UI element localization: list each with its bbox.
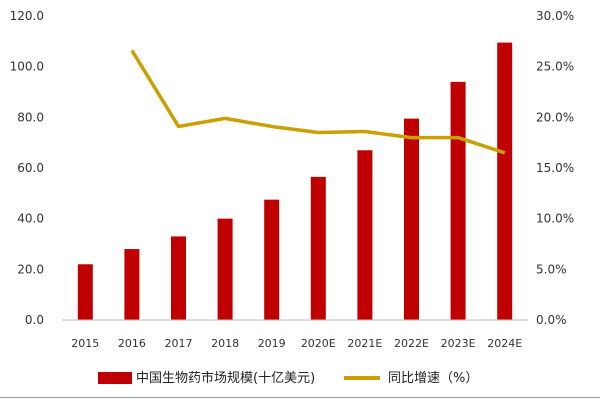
bar-2023E bbox=[450, 81, 466, 320]
x-tick-label-2015: 2015 bbox=[71, 337, 99, 350]
x-tick-label-2020E: 2020E bbox=[301, 337, 336, 350]
x-tick-label-2023E: 2023E bbox=[441, 337, 476, 350]
right-tick-label: 30.0% bbox=[536, 9, 574, 23]
growth-line bbox=[130, 49, 506, 155]
line-layer bbox=[130, 49, 506, 155]
legend-swatch-bar bbox=[98, 372, 132, 384]
x-tick-label-2022E: 2022E bbox=[394, 337, 429, 350]
bar-2019 bbox=[264, 199, 280, 320]
right-axis-ticks: 0.0% 5.0% 10.0% 15.0% 20.0% 25.0% 30.0% bbox=[536, 9, 574, 327]
right-tick-label: 25.0% bbox=[536, 60, 574, 74]
legend: 中国生物药市场规模(十亿美元) 同比增速（%） bbox=[98, 370, 478, 386]
left-tick-label: 120.0 bbox=[10, 9, 44, 23]
x-tick-label-2021E: 2021E bbox=[347, 337, 382, 350]
x-tick-label-2019: 2019 bbox=[258, 337, 286, 350]
bar-2021E bbox=[357, 150, 373, 320]
left-tick-label: 80.0 bbox=[17, 110, 44, 124]
bar-2018 bbox=[217, 218, 233, 320]
bar-2017 bbox=[171, 236, 186, 320]
x-tick-label-2018: 2018 bbox=[211, 337, 239, 350]
bars-layer bbox=[77, 42, 513, 320]
x-tick-label-2016: 2016 bbox=[118, 337, 146, 350]
bar-2024E bbox=[497, 42, 513, 320]
legend-label-line: 同比增速（%） bbox=[388, 371, 478, 386]
left-tick-label: 40.0 bbox=[17, 212, 44, 226]
right-tick-label: 10.0% bbox=[536, 212, 574, 226]
x-tick-label-2017: 2017 bbox=[165, 337, 193, 350]
bar-2016 bbox=[124, 249, 140, 320]
right-tick-label: 20.0% bbox=[536, 110, 574, 124]
left-tick-label: 0.0 bbox=[25, 313, 44, 327]
left-tick-label: 20.0 bbox=[17, 262, 44, 276]
x-tick-label-2024E: 2024E bbox=[487, 337, 522, 350]
bar-2022E bbox=[404, 118, 419, 320]
x-axis-labels: 2015 2016 2017 2018 2019 2020E 2021E 2022E 2023E… bbox=[71, 337, 522, 350]
bottom-divider bbox=[0, 397, 600, 398]
bar-2015 bbox=[77, 264, 93, 320]
right-tick-label: 5.0% bbox=[536, 262, 567, 276]
right-tick-label: 15.0% bbox=[536, 161, 574, 175]
right-tick-label: 0.0% bbox=[536, 313, 567, 327]
left-tick-label: 100.0 bbox=[10, 60, 44, 74]
bar-2020E bbox=[310, 176, 326, 320]
legend-label-bar: 中国生物药市场规模(十亿美元) bbox=[136, 370, 315, 386]
left-tick-label: 60.0 bbox=[17, 161, 44, 175]
left-axis-ticks: 0.0 20.0 40.0 60.0 80.0 100.0 120.0 bbox=[10, 9, 44, 327]
